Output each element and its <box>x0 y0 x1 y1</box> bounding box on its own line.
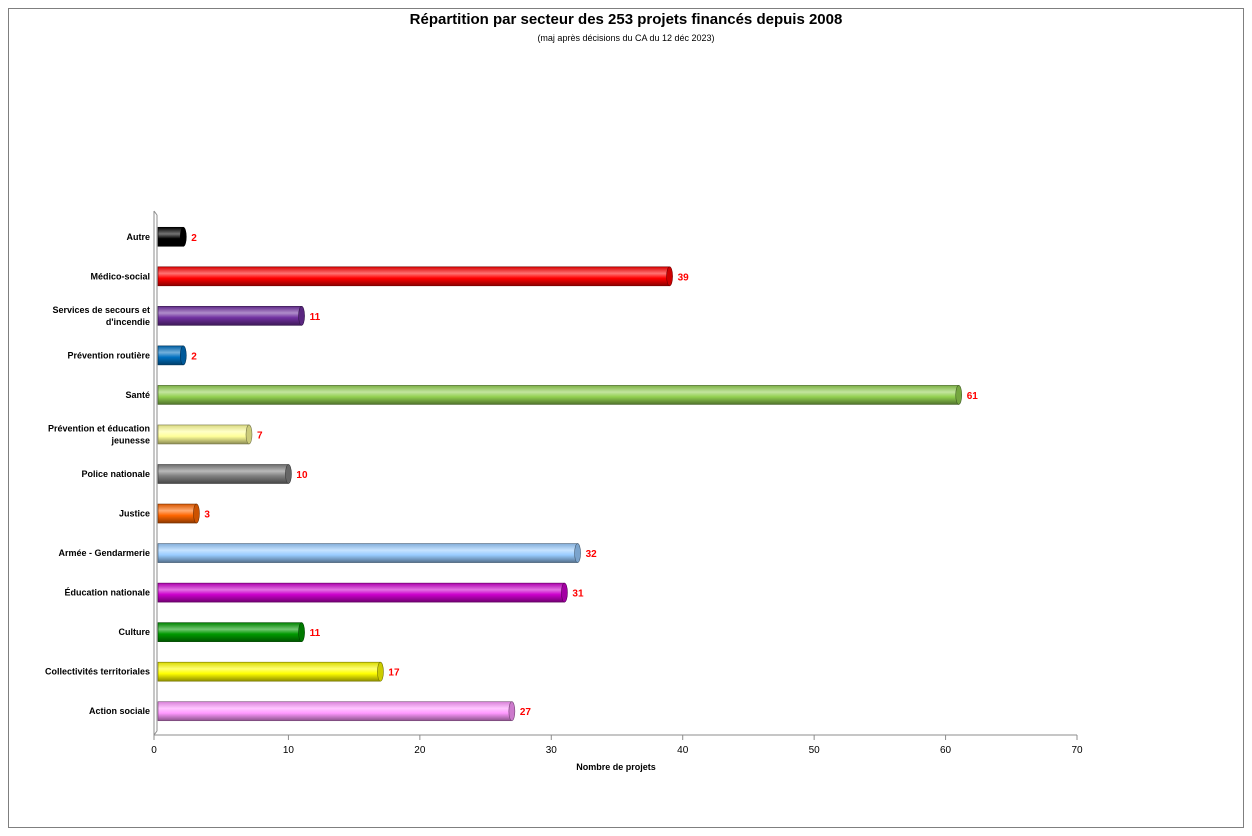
value-label: 39 <box>678 272 690 283</box>
value-label: 32 <box>586 549 598 560</box>
bar <box>157 543 578 563</box>
value-label: 2 <box>191 351 197 362</box>
value-label: 3 <box>204 510 210 521</box>
category-label: Justice <box>119 509 150 519</box>
bar-end-cap <box>298 306 305 326</box>
bar <box>157 622 302 642</box>
category-label: Culture <box>119 627 151 637</box>
category-label: Santé <box>125 390 150 400</box>
value-label: 31 <box>572 589 584 600</box>
category-label: Armée - Gendarmerie <box>58 548 150 558</box>
x-tick-label: 50 <box>809 745 821 756</box>
category-label: jeunesse <box>110 435 150 445</box>
x-tick-label: 70 <box>1071 745 1083 756</box>
bar-end-cap <box>179 345 187 366</box>
bar <box>157 424 250 445</box>
bar <box>157 661 381 682</box>
category-label: Services de secours et <box>52 305 150 315</box>
bar-end-cap <box>377 661 384 682</box>
bar <box>157 385 960 405</box>
category-label: d'incendie <box>106 317 150 327</box>
x-tick-label: 0 <box>151 745 157 756</box>
x-tick-label: 40 <box>677 745 689 756</box>
category-label: Médico-social <box>90 271 150 281</box>
plot-area: 0 10 20 30 40 50 60 70 2 Autre 39 Médico-social 11 Se… <box>45 210 1083 756</box>
bar-end-cap <box>666 266 673 287</box>
bar <box>157 701 513 722</box>
bar-end-cap <box>955 385 963 405</box>
y-axis-wall-top <box>153 210 158 216</box>
bar-end-cap <box>179 226 187 247</box>
category-label: Prévention routière <box>67 350 150 360</box>
value-label: 27 <box>520 707 532 718</box>
bar <box>157 503 197 524</box>
x-tick-label: 10 <box>283 745 295 756</box>
x-tick-label: 60 <box>940 745 952 756</box>
x-tick-label: 30 <box>546 745 558 756</box>
value-label: 17 <box>388 668 400 679</box>
category-label: Action sociale <box>89 706 150 716</box>
value-label: 7 <box>257 430 263 441</box>
bar-end-cap <box>574 543 581 563</box>
chart-subtitle: (maj après décisions du CA du 12 déc 202… <box>537 33 715 43</box>
bar-end-cap <box>508 701 516 722</box>
bar-end-cap <box>298 622 305 642</box>
value-label: 2 <box>191 233 197 244</box>
bar <box>157 266 670 287</box>
category-label: Collectivités territoriales <box>45 667 150 677</box>
value-label: 10 <box>296 470 308 481</box>
x-axis-title: Nombre de projets <box>576 762 656 772</box>
value-label: 11 <box>310 628 321 639</box>
bar-end-cap <box>285 464 292 484</box>
bar-end-cap <box>245 424 253 445</box>
category-label: Éducation nationale <box>64 588 150 598</box>
category-label: Police nationale <box>81 469 150 479</box>
value-label: 11 <box>310 312 321 323</box>
bar <box>157 582 565 603</box>
category-label: Prévention et éducation <box>48 423 150 433</box>
category-label: Autre <box>126 232 150 242</box>
bar <box>157 345 184 366</box>
value-label: 61 <box>967 391 979 402</box>
bar <box>157 306 302 326</box>
bar-end-cap <box>561 582 568 603</box>
chart-title: Répartition par secteur des 253 projets … <box>409 11 843 28</box>
bar <box>157 226 184 247</box>
x-axis-corner <box>153 730 158 736</box>
bar <box>157 464 289 484</box>
chart-frame <box>8 8 1244 828</box>
bar-end-cap <box>193 503 200 524</box>
x-tick-label: 20 <box>414 745 426 756</box>
